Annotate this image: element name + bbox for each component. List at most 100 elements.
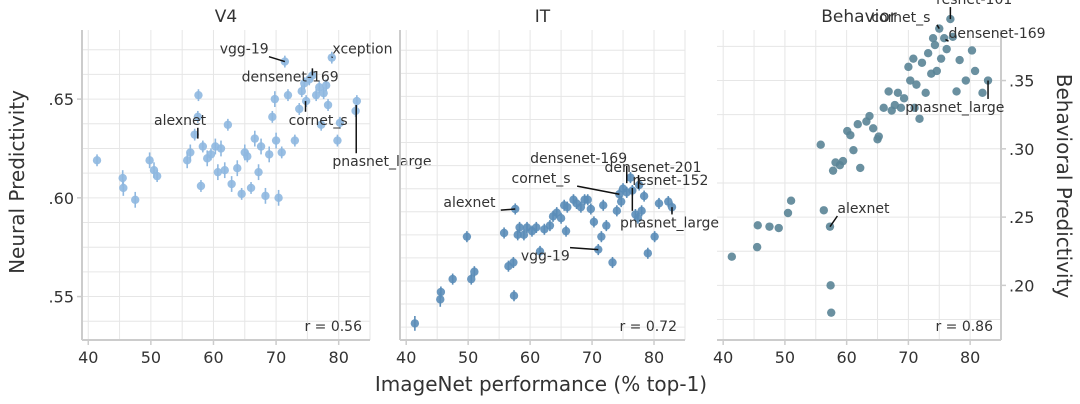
annotation-leader bbox=[268, 55, 286, 63]
data-point bbox=[216, 144, 226, 153]
data-point bbox=[786, 196, 796, 205]
data-point bbox=[765, 222, 774, 231]
data-point bbox=[467, 274, 476, 284]
data-point bbox=[942, 44, 951, 54]
data-point bbox=[509, 258, 518, 267]
annotation-label: cornet_s bbox=[871, 10, 930, 26]
x-tick-label: 50 bbox=[775, 348, 795, 367]
data-point bbox=[637, 206, 646, 216]
data-point bbox=[335, 118, 345, 128]
annotation-label: densenet-169 bbox=[242, 69, 339, 85]
annotation-leader bbox=[936, 24, 940, 30]
data-point bbox=[145, 156, 154, 165]
data-point bbox=[290, 136, 300, 145]
annotation-label: densenet-169 bbox=[949, 26, 1046, 42]
data-point bbox=[586, 204, 596, 214]
data-point bbox=[243, 152, 252, 161]
y-tick-label: .30 bbox=[1009, 140, 1034, 159]
data-point bbox=[270, 94, 280, 104]
annotation-leader bbox=[576, 185, 620, 195]
annotation-label: resnet-152 bbox=[632, 173, 708, 189]
data-point bbox=[519, 230, 529, 240]
panel-2: Behavior 40 50 60 70 80 .20 .25 .30 .35 resnet-101… bbox=[713, 0, 1046, 367]
data-point bbox=[410, 319, 420, 328]
y-tick-label: .65 bbox=[49, 90, 74, 109]
data-point bbox=[190, 130, 199, 139]
x-tick-label: 70 bbox=[266, 348, 286, 367]
data-point bbox=[213, 167, 223, 177]
data-point bbox=[233, 164, 242, 173]
x-tick-label: 60 bbox=[520, 348, 540, 367]
annotation-label: densenet-201 bbox=[604, 160, 701, 176]
data-point bbox=[978, 88, 987, 98]
data-point bbox=[838, 156, 848, 166]
data-point bbox=[470, 267, 479, 276]
data-point bbox=[220, 165, 229, 175]
data-point bbox=[515, 223, 524, 232]
annotation-label: densenet-169 bbox=[530, 151, 627, 167]
data-point bbox=[865, 111, 874, 121]
annotation-label: vgg-19 bbox=[220, 42, 269, 58]
y-tick-label: .55 bbox=[49, 288, 74, 307]
data-point bbox=[921, 88, 930, 98]
x-tick-label: 60 bbox=[203, 348, 223, 367]
data-point bbox=[250, 134, 259, 143]
data-point bbox=[874, 132, 883, 141]
correlation-label: r = 0.86 bbox=[935, 319, 993, 335]
data-point bbox=[753, 221, 762, 230]
data-point bbox=[869, 124, 878, 133]
data-point bbox=[893, 88, 903, 98]
data-point bbox=[193, 112, 203, 122]
data-point bbox=[633, 214, 643, 223]
data-point bbox=[608, 258, 617, 267]
y-tick-label: .60 bbox=[49, 189, 74, 208]
data-point bbox=[896, 103, 906, 113]
data-point bbox=[626, 173, 635, 182]
data-point bbox=[256, 142, 266, 151]
correlation-label: r = 0.72 bbox=[619, 319, 677, 335]
x-tick-label: 60 bbox=[836, 348, 856, 367]
y-tick-label: .20 bbox=[1009, 276, 1034, 295]
data-point bbox=[295, 104, 304, 114]
data-point bbox=[186, 148, 195, 157]
data-point bbox=[915, 114, 924, 123]
data-point bbox=[532, 223, 541, 232]
data-point bbox=[198, 142, 208, 151]
x-tick-label: 40 bbox=[396, 348, 416, 367]
annotation-label: pnasnet_large bbox=[905, 100, 1004, 116]
data-point bbox=[856, 163, 865, 173]
data-point bbox=[930, 40, 940, 50]
data-point bbox=[182, 156, 192, 165]
data-point bbox=[952, 87, 961, 96]
x-tick-label: 50 bbox=[458, 348, 478, 367]
chart-panels: V4 40 50 60 70 80 .55 .60 .65 vgg-19 xception dense… bbox=[49, 0, 1046, 367]
data-point bbox=[932, 66, 941, 76]
data-point bbox=[92, 156, 102, 165]
data-point bbox=[227, 179, 236, 189]
data-point bbox=[119, 183, 128, 193]
panel-1: IT 40 50 60 70 80 alexnet densenet-169 cornet_s d… bbox=[396, 7, 719, 367]
data-point bbox=[237, 189, 246, 199]
data-point bbox=[961, 76, 971, 85]
data-point bbox=[827, 308, 836, 317]
annotation-label: cornet_s bbox=[512, 171, 571, 187]
data-point bbox=[909, 54, 918, 63]
data-point bbox=[545, 221, 555, 230]
data-point bbox=[970, 66, 980, 76]
data-point bbox=[752, 242, 762, 252]
data-point bbox=[274, 193, 283, 203]
data-point bbox=[967, 46, 977, 55]
data-point bbox=[152, 171, 162, 181]
x-tick-label: 40 bbox=[78, 348, 98, 367]
annotation-leader bbox=[569, 246, 599, 251]
annotation-label: pnasnet_large bbox=[332, 154, 431, 170]
data-point bbox=[268, 112, 277, 122]
x-tick-label: 80 bbox=[329, 348, 349, 367]
data-point bbox=[853, 120, 862, 129]
data-point bbox=[194, 90, 203, 100]
data-point bbox=[509, 291, 519, 300]
data-point bbox=[352, 96, 362, 106]
x-tick-label: 40 bbox=[713, 348, 733, 367]
data-point bbox=[583, 195, 592, 204]
